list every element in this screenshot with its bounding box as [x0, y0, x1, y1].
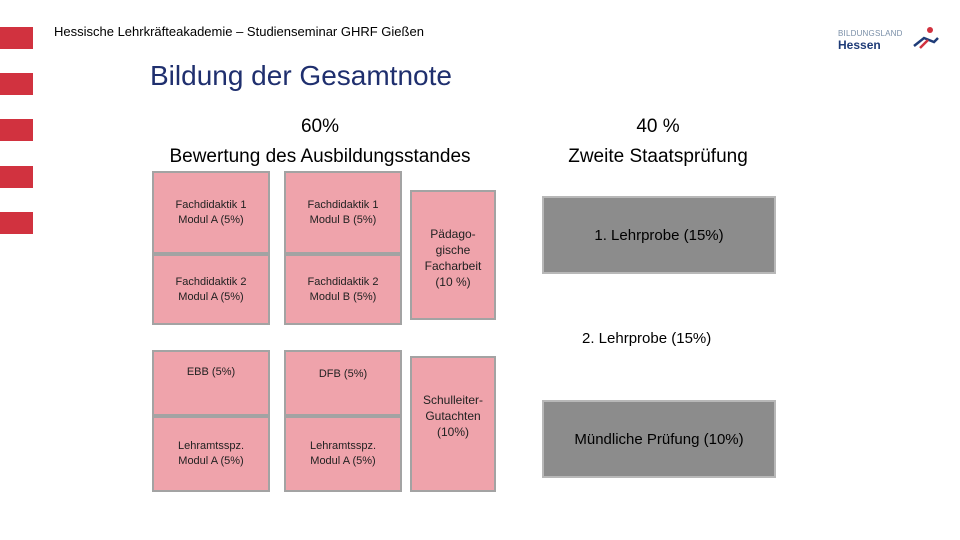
- box-ebb: EBB (5%): [152, 350, 270, 416]
- decor-stripe-3: [0, 119, 33, 141]
- box-fachdidaktik1-modul-a: Fachdidaktik 1 Modul A (5%): [152, 171, 270, 254]
- box-line: Modul A (5%): [178, 455, 244, 467]
- right-column-heading: 40 % Zweite Staatsprüfung: [538, 112, 778, 172]
- box-muendliche-pruefung: Mündliche Prüfung (10%): [542, 400, 776, 478]
- box-lehrprobe-1: 1. Lehrprobe (15%): [542, 196, 776, 274]
- decor-stripe-4: [0, 166, 33, 188]
- box-line: Schulleiter-: [422, 393, 484, 407]
- left-column-percent: 60%: [300, 116, 340, 137]
- logo-bottom-text: Hessen: [838, 38, 881, 52]
- box-line: Modul A (5%): [178, 213, 244, 226]
- box-line: Pädago-: [430, 227, 476, 241]
- box-lehramtsspz-2: Lehramtsspz. Modul A (5%): [284, 416, 402, 492]
- decor-stripe-2: [0, 73, 33, 95]
- box-line: Gutachten: [425, 409, 481, 423]
- box-line: Fachdidaktik 2: [175, 275, 247, 288]
- box-lehramtsspz-1: Lehramtsspz. Modul A (5%): [152, 416, 270, 492]
- decor-stripe-1: [0, 27, 33, 49]
- box-line: (10%): [436, 425, 469, 439]
- page-title: Bildung der Gesamtnote: [150, 60, 452, 91]
- box-line: Modul A (5%): [310, 455, 376, 467]
- left-column-label: Bewertung des Ausbildungsstandes: [169, 146, 471, 167]
- box-line: Facharbeit: [424, 259, 482, 273]
- box-line: EBB (5%): [186, 366, 236, 378]
- decor-stripe-5: [0, 212, 33, 234]
- box-fachdidaktik2-modul-a: Fachdidaktik 2 Modul A (5%): [152, 254, 270, 325]
- box-line: Fachdidaktik 1: [307, 198, 379, 211]
- text-lehrprobe-2: 2. Lehrprobe (15%): [582, 330, 712, 347]
- header-text: Hessische Lehrkräfteakademie – Studiense…: [54, 24, 424, 39]
- box-line: Modul A (5%): [178, 290, 244, 303]
- box-line: (10 %): [435, 275, 471, 289]
- right-column-label: Zweite Staatsprüfung: [568, 146, 748, 167]
- box-line: Modul B (5%): [309, 213, 377, 226]
- box-line: gische: [435, 243, 471, 257]
- box-line: Lehramtsspz.: [309, 440, 377, 452]
- box-paedagogische-facharbeit: Pädago- gische Facharbeit (10 %): [410, 190, 496, 320]
- box-line: DFB (5%): [318, 368, 368, 380]
- box-line: Fachdidaktik 1: [175, 198, 247, 211]
- box-line: Fachdidaktik 2: [307, 275, 379, 288]
- box-line: Modul B (5%): [309, 290, 377, 303]
- box-fachdidaktik2-modul-b: Fachdidaktik 2 Modul B (5%): [284, 254, 402, 325]
- logo: BILDUNGSLAND Hessen: [838, 26, 942, 52]
- box-fachdidaktik1-modul-b: Fachdidaktik 1 Modul B (5%): [284, 171, 402, 254]
- right-column-percent: 40 %: [636, 116, 680, 137]
- left-column-heading: 60% Bewertung des Ausbildungsstandes: [150, 112, 490, 172]
- box-schulleiter-gutachten: Schulleiter- Gutachten (10%): [410, 356, 496, 492]
- box-dfb: DFB (5%): [284, 350, 402, 416]
- box-line: Lehramtsspz.: [177, 440, 245, 452]
- logo-top-text: BILDUNGSLAND: [838, 29, 903, 38]
- logo-figure-icon: [913, 27, 939, 49]
